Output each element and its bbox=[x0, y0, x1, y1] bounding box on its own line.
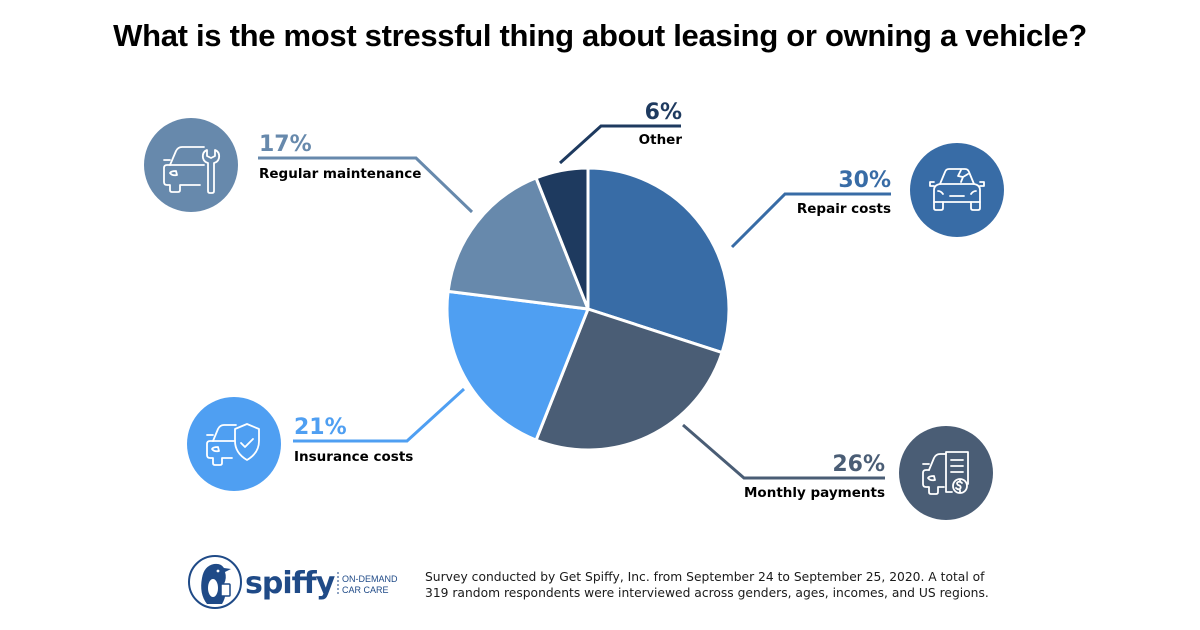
insurance-badge bbox=[187, 397, 281, 491]
car-cracked-windshield-icon bbox=[929, 168, 985, 211]
pie-slice-monthly bbox=[534, 307, 724, 452]
leader-line-monthly bbox=[682, 423, 885, 480]
pie-slices bbox=[445, 166, 731, 452]
leader-line-repair bbox=[730, 192, 891, 249]
data-label-monthly-percent: 26% bbox=[832, 452, 885, 477]
data-label-repair-percent: 30% bbox=[838, 168, 891, 193]
repair-badge bbox=[910, 143, 1004, 237]
data-label-maintenance-name: Regular maintenance bbox=[259, 166, 421, 182]
data-label-maintenance-percent: 17% bbox=[259, 132, 312, 157]
slice-label-other: 6% Other bbox=[639, 100, 683, 148]
spiffy-logo: spiffy ON-DEMAND CAR CARE bbox=[188, 555, 398, 609]
slice-label-maintenance: 17% Regular maintenance bbox=[259, 132, 421, 182]
pie-slice-other bbox=[534, 166, 590, 311]
pie-slice-maintenance bbox=[446, 176, 590, 311]
brand-name: spiffy bbox=[245, 566, 336, 601]
brand-tagline-line1: ON-DEMAND bbox=[342, 574, 398, 584]
leader-line-other bbox=[558, 124, 681, 165]
monthly-badge bbox=[899, 426, 993, 520]
maintenance-badge bbox=[144, 118, 238, 212]
data-label-other-name: Other bbox=[639, 132, 683, 148]
penguin-mascot-icon bbox=[201, 563, 231, 604]
pie-slice-repair bbox=[586, 166, 731, 355]
brand-tagline-line2: CAR CARE bbox=[342, 585, 389, 595]
data-label-insurance-percent: 21% bbox=[294, 415, 347, 440]
data-label-insurance-name: Insurance costs bbox=[294, 449, 413, 465]
footer: spiffy ON-DEMAND CAR CARE Survey conduct… bbox=[185, 552, 1025, 612]
survey-note: Survey conducted by Get Spiffy, Inc. fro… bbox=[425, 569, 1025, 601]
slice-label-monthly: 26% Monthly payments bbox=[744, 452, 885, 501]
car-wrench-icon bbox=[163, 146, 221, 194]
data-label-other-percent: 6% bbox=[645, 100, 682, 125]
leader-line-insurance bbox=[293, 387, 466, 443]
leader-line-maintenance bbox=[258, 156, 474, 214]
data-label-repair-name: Repair costs bbox=[797, 201, 891, 217]
slice-label-repair: 30% Repair costs bbox=[797, 168, 891, 217]
chart-title: What is the most stressful thing about l… bbox=[113, 18, 1087, 53]
car-invoice-dollar-icon bbox=[922, 451, 969, 495]
pie-slice-insurance bbox=[445, 289, 590, 442]
car-shield-check-icon bbox=[206, 423, 260, 466]
data-label-monthly-name: Monthly payments bbox=[744, 485, 885, 501]
survey-note-line2: 319 random respondents were interviewed … bbox=[425, 586, 989, 600]
slice-label-insurance: 21% Insurance costs bbox=[294, 415, 413, 465]
label-connectors bbox=[258, 124, 891, 480]
survey-note-line1: Survey conducted by Get Spiffy, Inc. fro… bbox=[425, 570, 985, 584]
